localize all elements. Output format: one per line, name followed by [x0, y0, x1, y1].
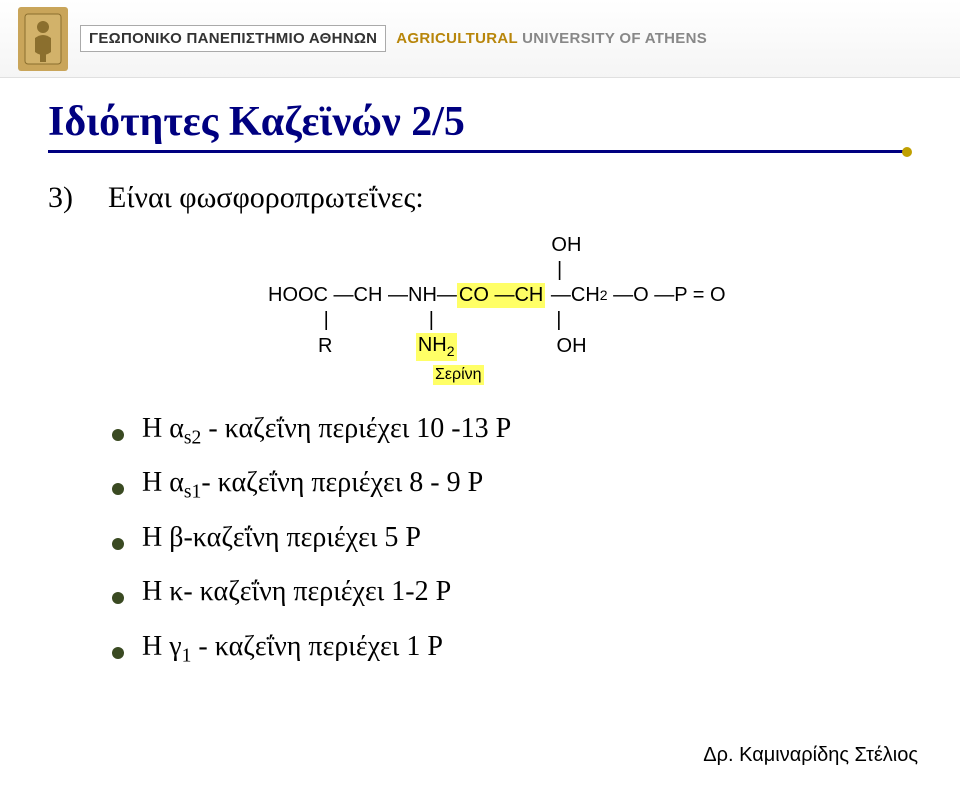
bullet-dot-icon: [112, 538, 124, 550]
header-bar: ΓΕΩΠΟΝΙΚΟ ΠΑΝΕΠΙΣΤΗΜΙΟ ΑΘΗΝΩΝ AGRICULTUR…: [0, 0, 960, 78]
bullet-text: Η γ1 - καζεΐνη περιέχει 1 P: [142, 631, 443, 668]
bullet-dot-icon: [112, 429, 124, 441]
main-mid: —CH: [545, 283, 599, 308]
serine-text: Σερίνη: [433, 365, 484, 385]
slide-content: Ιδιότητες Καζεϊνών 2/5 3) Είναι φωσφοροπ…: [0, 78, 960, 667]
bullet-dot-icon: [112, 592, 124, 604]
rule-dot: [902, 147, 912, 157]
bot-R: R: [268, 334, 416, 359]
diag-row-main: HOOC —CH —NH—CO —CH —CH2 —O —P = O: [268, 283, 912, 308]
banner-eng-rest: UNIVERSITY OF ATHENS: [518, 30, 707, 47]
slide-title: Ιδιότητες Καζεϊνών 2/5: [48, 98, 912, 146]
main-sub2: 2: [600, 287, 608, 305]
banner: ΓΕΩΠΟΝΙΚΟ ΠΑΝΕΠΙΣΤΗΜΙΟ ΑΘΗΝΩΝ AGRICULTUR…: [80, 15, 707, 63]
diag-row-bar1: |: [268, 258, 912, 283]
chemical-diagram: OH | HOOC —CH —NH—CO —CH —CH2 —O —P = O …: [268, 233, 912, 385]
bullet-dot-icon: [112, 647, 124, 659]
diag-row-bottom: R NH2 OH: [268, 333, 912, 361]
bullet-text: Η αs2 - καζεΐνη περιέχει 10 -13 P: [142, 413, 511, 450]
banner-english: AGRICULTURAL UNIVERSITY OF ATHENS: [396, 30, 707, 47]
bullet-4: Η κ- καζεΐνη περιέχει 1-2 P: [112, 576, 912, 613]
item-text: Είναι φωσφοροπρωτεΐνες:: [108, 181, 424, 215]
bullet-text: Η κ- καζεΐνη περιέχει 1-2 P: [142, 576, 451, 613]
item-number: 3): [48, 181, 88, 215]
banner-greek: ΓΕΩΠΟΝΙΚΟ ΠΑΝΕΠΙΣΤΗΜΙΟ ΑΘΗΝΩΝ: [80, 25, 386, 52]
bullet-3: Η β-καζεΐνη περιέχει 5 P: [112, 522, 912, 559]
bullet-dot-icon: [112, 483, 124, 495]
main-post: —O —P = O: [608, 283, 726, 308]
bullet-list: Η αs2 - καζεΐνη περιέχει 10 -13 P Η αs1-…: [112, 413, 912, 668]
bot-gap: OH: [457, 334, 587, 359]
footer-author: Δρ. Καμιναρίδης Στέλιος: [703, 744, 918, 767]
main-hl1: CO —CH: [457, 283, 545, 308]
rule-line: [48, 150, 904, 153]
diag-row-oh-top: OH: [268, 233, 912, 258]
title-rule: [48, 148, 912, 155]
university-emblem: [18, 7, 68, 71]
bullet-5: Η γ1 - καζεΐνη περιέχει 1 P: [112, 631, 912, 668]
serine-label: Σερίνη: [268, 365, 912, 385]
banner-eng-accent: AGRICULTURAL: [396, 30, 517, 47]
bot-NH: NH2: [416, 333, 457, 361]
bullet-2: Η αs1- καζεΐνη περιέχει 8 - 9 P: [112, 467, 912, 504]
bullet-text: Η αs1- καζεΐνη περιέχει 8 - 9 P: [142, 467, 483, 504]
numbered-item: 3) Είναι φωσφοροπρωτεΐνες:: [48, 181, 912, 215]
diag-row-bar2: | | |: [268, 308, 912, 333]
bullet-text: Η β-καζεΐνη περιέχει 5 P: [142, 522, 421, 559]
bullet-1: Η αs2 - καζεΐνη περιέχει 10 -13 P: [112, 413, 912, 450]
main-pre: HOOC —CH —NH—: [268, 283, 457, 308]
